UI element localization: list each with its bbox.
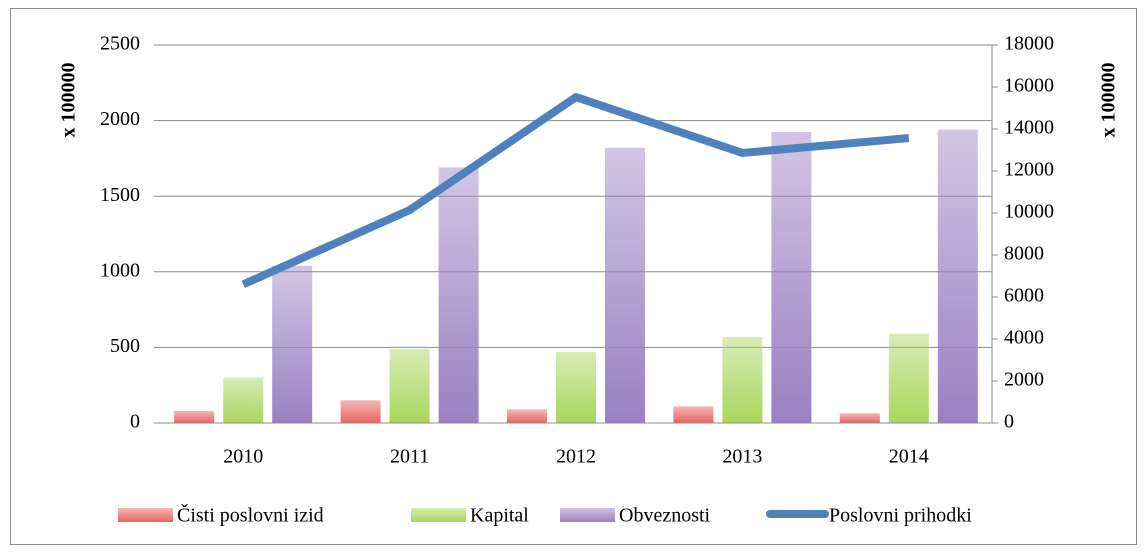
legend-swatch (560, 508, 615, 522)
y-tick-label: 0 (130, 411, 140, 433)
bar (673, 406, 714, 423)
y2-tick-label: 0 (1004, 411, 1014, 433)
bar (722, 336, 763, 423)
legend-label: Poslovni prihodki (829, 505, 972, 527)
y2-tick-label: 14000 (1004, 117, 1054, 139)
y-tick-label: 1000 (100, 259, 140, 281)
y2-tick-label: 12000 (1004, 159, 1054, 181)
bar (937, 129, 978, 423)
bar (340, 400, 381, 423)
bar (507, 409, 547, 423)
legend-label: Kapital (470, 505, 529, 527)
y-tick-label: 1500 (100, 184, 140, 206)
bar (389, 348, 430, 423)
y-tick-label: 2000 (100, 108, 140, 130)
y2-tick-label: 18000 (1004, 33, 1054, 55)
legend-swatch (118, 508, 173, 522)
y2-tick-label: 10000 (1004, 201, 1054, 223)
y2-tick-label: 6000 (1004, 285, 1044, 307)
legend-label: Obveznosti (619, 505, 711, 527)
legend-swatch (411, 508, 466, 522)
y2-tick-label: 8000 (1004, 243, 1044, 265)
y2-axis-label: x 100000 (1098, 63, 1120, 138)
x-tick-label: 2011 (390, 446, 429, 468)
bar (605, 147, 645, 424)
x-tick-label: 2010 (223, 446, 263, 468)
bar (771, 131, 812, 423)
bar (556, 351, 596, 423)
x-tick-label: 2014 (889, 446, 929, 468)
bar (272, 265, 313, 423)
bar (888, 333, 929, 423)
line-series (241, 93, 910, 289)
x-tick-label: 2013 (722, 446, 762, 468)
x-tick-label: 2012 (556, 446, 596, 468)
y2-tick-label: 4000 (1004, 327, 1044, 349)
legend-label: Čisti poslovni izid (177, 503, 324, 527)
y-tick-label: 500 (110, 335, 140, 357)
bar (438, 167, 479, 423)
bar (839, 413, 880, 423)
y2-tick-label: 16000 (1004, 75, 1054, 97)
y-tick-label: 2500 (100, 33, 140, 55)
y2-tick-label: 2000 (1004, 369, 1044, 391)
bar (223, 377, 264, 423)
bar (174, 410, 215, 423)
y-axis-label: x 100000 (58, 63, 80, 138)
